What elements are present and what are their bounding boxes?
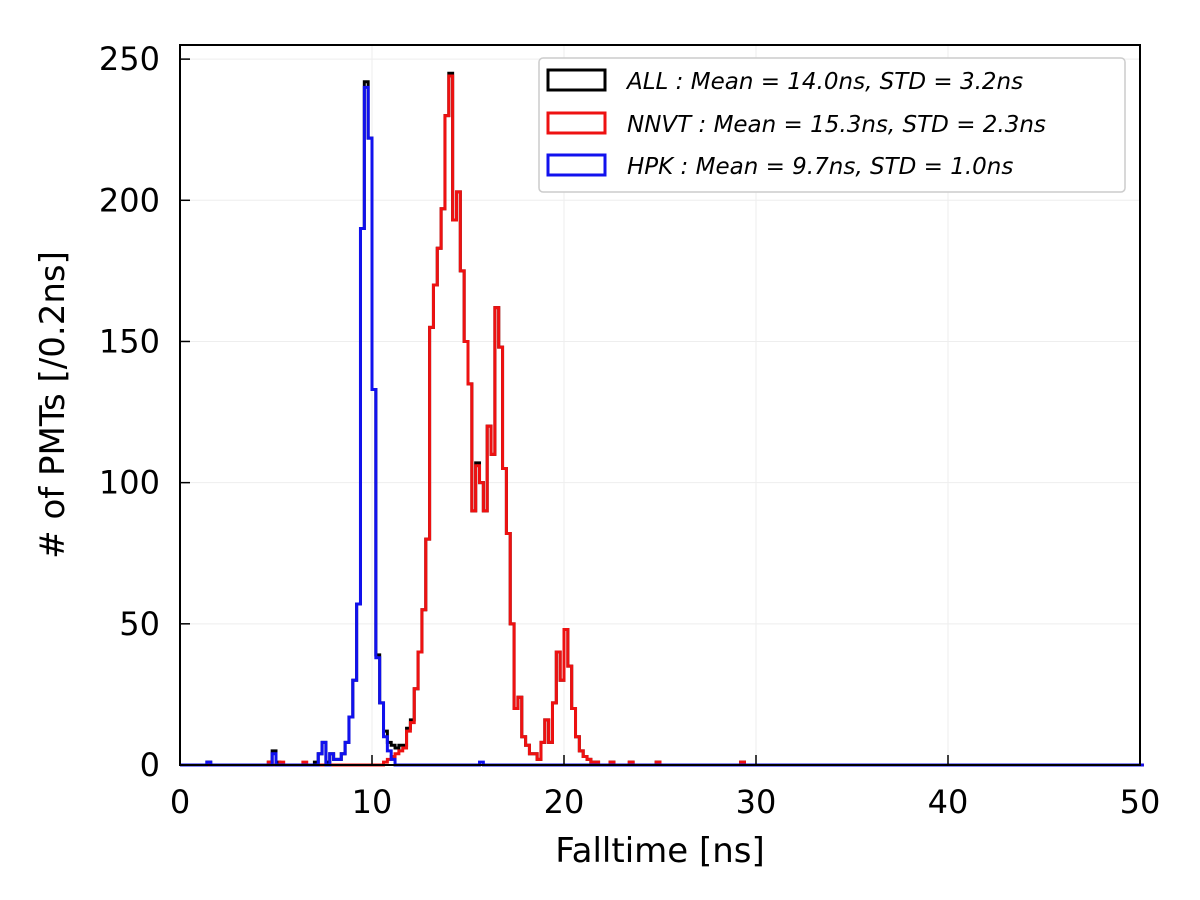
legend-swatch-all [546, 68, 607, 92]
y-tick-label: 150 [99, 322, 160, 360]
legend-label-nnvt: NNVT : Mean = 15.3ns, STD = 2.3ns [627, 112, 1046, 138]
x-tick-label: 20 [544, 783, 585, 821]
y-tick-label: 100 [99, 464, 160, 502]
y-tick-label: 0 [140, 746, 160, 784]
y-tick-label: 50 [119, 605, 160, 643]
x-tick-label: 10 [352, 783, 393, 821]
y-axis-title: # of PMTs [/0.2ns] [33, 251, 73, 559]
plot-frame [179, 44, 1141, 766]
legend-label-all: ALL : Mean = 14.0ns, STD = 3.2ns [625, 69, 1023, 95]
legend: ALL : Mean = 14.0ns, STD = 3.2ns NNVT : … [538, 57, 1126, 193]
x-tick-label: 40 [928, 783, 969, 821]
x-tick-label: 30 [736, 783, 777, 821]
legend-swatch-hpk [546, 153, 607, 177]
legend-label-hpk: HPK : Mean = 9.7ns, STD = 1.0ns [627, 154, 1013, 180]
y-tick-label: 250 [99, 40, 160, 78]
x-tick-label: 50 [1120, 783, 1161, 821]
legend-box [538, 57, 1126, 193]
legend-swatch-nnvt [546, 111, 607, 135]
x-tick-label: 0 [170, 783, 190, 821]
axis-ticks: 0 10 20 30 40 50 0 50 100 150 200 250 [99, 40, 1160, 821]
x-axis-title: Falltime [ns] [555, 831, 765, 871]
y-tick-label: 200 [99, 181, 160, 219]
